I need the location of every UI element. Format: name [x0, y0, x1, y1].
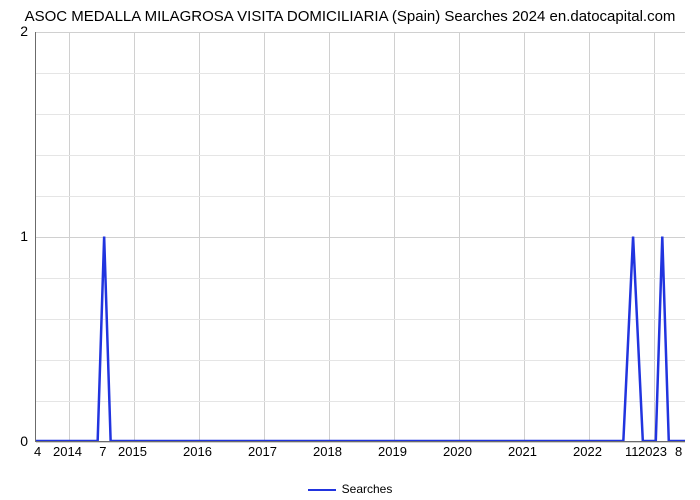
legend-swatch [308, 489, 336, 491]
series-line [36, 32, 685, 441]
y-tick-label: 1 [0, 228, 28, 244]
x-tick-label: 2017 [233, 444, 293, 459]
x-tick-label: 2022 [558, 444, 618, 459]
chart-title: ASOC MEDALLA MILAGROSA VISITA DOMICILIAR… [0, 8, 700, 25]
chart-container: ASOC MEDALLA MILAGROSA VISITA DOMICILIAR… [0, 0, 700, 500]
legend: Searches [0, 482, 700, 496]
x-tick-label: 2016 [168, 444, 228, 459]
corner-label-bottom-left: 4 [34, 444, 41, 459]
y-tick-label: 0 [0, 433, 28, 449]
corner-label-above-bottom-right: 11 [625, 444, 639, 459]
x-tick-label: 2020 [428, 444, 488, 459]
x-tick-label: 2019 [363, 444, 423, 459]
x-tick-label: 2018 [298, 444, 358, 459]
x-tick-label: 2021 [493, 444, 553, 459]
y-tick-label: 2 [0, 23, 28, 39]
plot-area [35, 32, 685, 442]
corner-label-bottom-right: 8 [675, 444, 682, 459]
x-tick-label: 2014 [38, 444, 98, 459]
corner-label-mid-left: 7 [99, 444, 106, 459]
legend-label: Searches [342, 482, 393, 496]
x-tick-label: 2015 [103, 444, 163, 459]
